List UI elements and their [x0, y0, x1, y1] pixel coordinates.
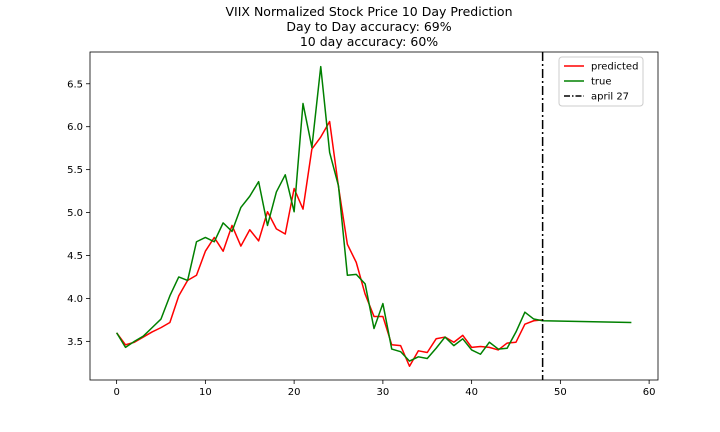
y-tick-label: 3.5 [67, 337, 83, 348]
x-tick-label: 30 [377, 387, 390, 398]
x-tick-label: 20 [288, 387, 301, 398]
series-line-predicted [116, 120, 543, 368]
x-tick-label: 50 [554, 387, 567, 398]
legend-box [558, 56, 644, 107]
chart-subtitle-day-accuracy: Day to Day accuracy: 69% [286, 19, 451, 34]
y-tick-label: 6.0 [67, 122, 83, 133]
axis-ticks: 0 10 20 30 40 50 60 3.5 4.0 4.5 5.0 5.5 6.0 6.5 [67, 79, 655, 398]
x-tick-label: 10 [199, 387, 212, 398]
chart-title: VIIX Normalized Stock Price 10 Day Predi… [226, 4, 513, 19]
y-tick-label: 5.5 [67, 165, 83, 176]
legend: predicted true april 27 [558, 56, 644, 107]
y-tick-label: 4.0 [67, 294, 83, 305]
y-tick-label: 6.5 [67, 79, 83, 90]
y-tick-label: 4.5 [67, 251, 83, 262]
x-tick-label: 0 [113, 387, 119, 398]
x-tick-label: 60 [643, 387, 656, 398]
y-tick-label: 5.0 [67, 208, 83, 219]
legend-label-true: true [591, 77, 612, 88]
plot-area [89, 51, 659, 381]
x-tick-label: 40 [465, 387, 478, 398]
chart-title-group: VIIX Normalized Stock Price 10 Day Predi… [226, 4, 513, 49]
plot-frame [89, 51, 659, 381]
chart-subtitle-10day-accuracy: 10 day accuracy: 60% [300, 34, 438, 49]
legend-label-april-27: april 27 [591, 92, 629, 103]
series-line-true [115, 65, 632, 362]
legend-label-predicted: predicted [591, 62, 638, 73]
